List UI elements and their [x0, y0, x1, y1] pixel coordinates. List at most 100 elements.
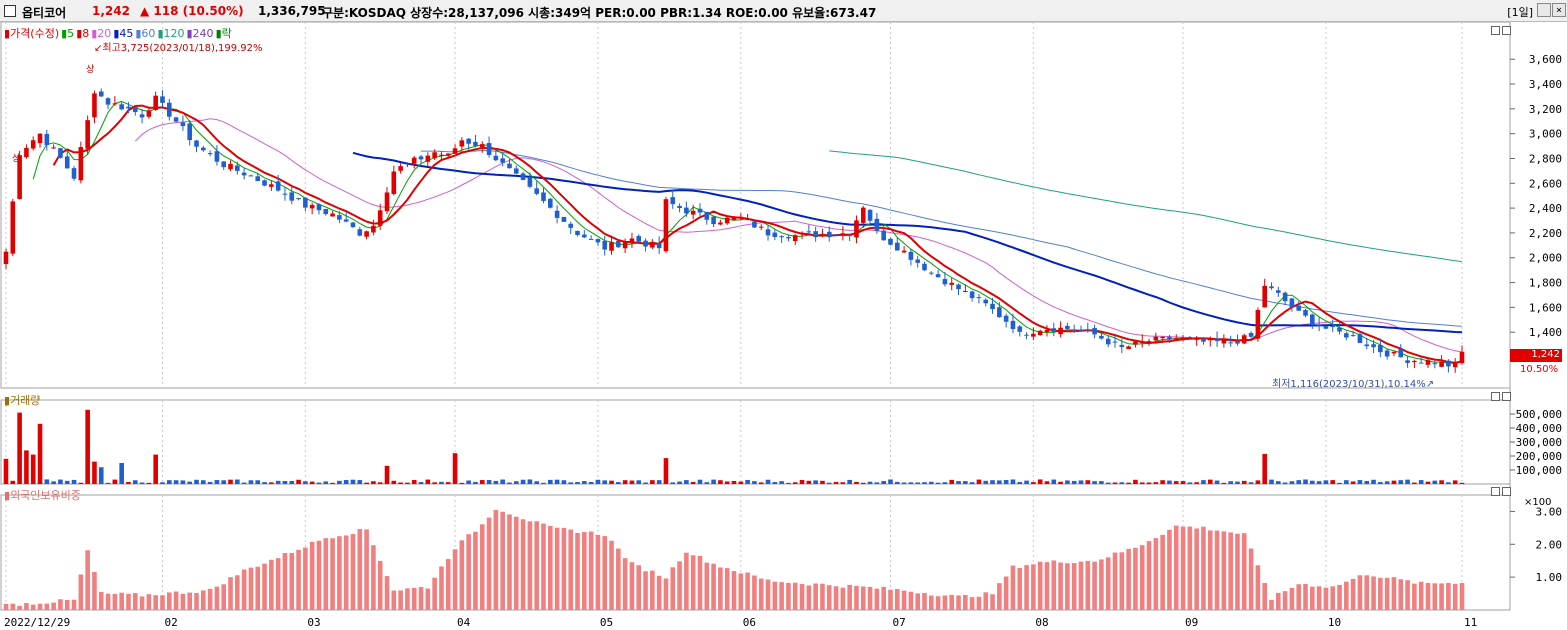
volume-bar: [622, 480, 628, 484]
candle-body: [575, 230, 580, 236]
candle-body: [772, 232, 778, 238]
price-tick-label: 1,800: [1529, 277, 1562, 290]
candle-body: [71, 168, 77, 179]
close-icon[interactable]: ×: [1552, 3, 1566, 17]
foreign-bar: [377, 561, 383, 610]
x-tick-label: 06: [743, 616, 756, 629]
volume-bar: [874, 482, 880, 484]
ma20-line: [134, 118, 1463, 353]
candle-body: [935, 274, 941, 278]
candle-body: [561, 216, 567, 222]
panel-close-icon[interactable]: [1502, 487, 1511, 496]
volume-bar: [112, 479, 118, 484]
foreign-bar: [1330, 586, 1336, 610]
candle-body: [166, 102, 172, 117]
foreign-bar: [1255, 565, 1261, 610]
volume-bar: [411, 480, 417, 484]
candle-body: [670, 197, 676, 205]
legend-item: ▮8: [76, 27, 90, 40]
candle-body: [92, 93, 97, 118]
candle-body: [1037, 330, 1043, 336]
foreign-bar: [316, 540, 322, 610]
foreign-bar: [724, 568, 730, 610]
foreign-bar: [1092, 561, 1097, 610]
volume-bar: [1289, 481, 1295, 484]
panel-minimize-icon[interactable]: [1491, 392, 1500, 401]
volume-bar: [697, 479, 703, 484]
volume-bar: [949, 479, 955, 484]
foreign-bar: [1139, 545, 1145, 610]
foreign-panel-title: ▮외국인보유비중: [4, 489, 81, 502]
foreign-bar: [228, 577, 233, 610]
price-tick-label: 1,600: [1529, 301, 1562, 314]
volume-bar: [820, 480, 825, 484]
volume-bar: [479, 480, 485, 484]
volume-bar: [51, 481, 56, 484]
volume-bar: [643, 482, 648, 484]
panel-close-icon[interactable]: [1502, 26, 1511, 35]
panel-minimize-icon[interactable]: [1491, 487, 1500, 496]
candle-body: [37, 133, 43, 144]
volume-bar: [738, 481, 744, 484]
foreign-bar: [609, 540, 614, 610]
volume-bar: [371, 481, 376, 484]
foreign-bar: [963, 594, 968, 610]
foreign-bar: [160, 595, 165, 610]
foreign-bar: [1105, 557, 1111, 610]
foreign-bar: [1384, 577, 1390, 610]
volume-bar: [840, 482, 846, 484]
candle-body: [1173, 338, 1179, 340]
foreign-bar: [1017, 568, 1023, 610]
price-tag: 1,242: [1510, 349, 1562, 362]
period-selector[interactable]: [1일]: [1507, 6, 1533, 19]
candle-body: [418, 156, 424, 160]
foreign-bar: [146, 594, 152, 610]
volume-bar: [1153, 482, 1159, 484]
foreign-bar: [1126, 548, 1131, 610]
panel-close-icon[interactable]: [1502, 392, 1511, 401]
candle-body: [718, 222, 723, 225]
foreign-bar: [132, 593, 138, 610]
foreign-bar: [976, 596, 982, 610]
candle-body: [398, 166, 403, 171]
candle-body: [1344, 333, 1349, 338]
foreign-bar: [479, 524, 485, 610]
foreign-bar: [64, 600, 70, 610]
volume-bar: [207, 481, 213, 484]
foreign-bar: [1446, 582, 1451, 610]
foreign-bar: [105, 593, 111, 610]
minimize-icon[interactable]: [1537, 3, 1551, 17]
foreign-bar: [1364, 575, 1370, 610]
candle-body: [493, 155, 499, 161]
panel-minimize-icon[interactable]: [1491, 26, 1500, 35]
volume-bar: [656, 480, 662, 484]
foreign-bar: [1323, 587, 1329, 610]
candle-body: [364, 231, 369, 237]
candle-body: [806, 231, 812, 233]
volume-bar: [1398, 480, 1404, 484]
volume-bar: [922, 482, 927, 484]
candle-body: [690, 210, 696, 215]
candle-body: [445, 153, 451, 156]
foreign-bar: [534, 521, 539, 610]
foreign-bar: [1439, 583, 1444, 610]
candle-body: [568, 223, 574, 228]
candle-body: [1051, 328, 1057, 332]
candle-body: [330, 213, 335, 217]
candle-body: [146, 110, 152, 117]
foreign-bar: [439, 566, 444, 610]
candle-body: [432, 152, 437, 159]
volume-bar: [30, 454, 36, 484]
candle-body: [1194, 338, 1199, 340]
price-tick-label: 3,400: [1529, 78, 1562, 91]
volume-bar: [1024, 480, 1029, 484]
select-checkbox[interactable]: [4, 5, 16, 17]
volume-bar: [1378, 482, 1383, 484]
volume-bar: [221, 480, 227, 484]
candle-body: [1371, 344, 1376, 348]
foreign-bar: [1173, 525, 1179, 610]
foreign-bar: [935, 596, 941, 610]
volume-bar: [92, 461, 97, 484]
foreign-bar: [1024, 565, 1029, 610]
candle-body: [820, 234, 825, 236]
